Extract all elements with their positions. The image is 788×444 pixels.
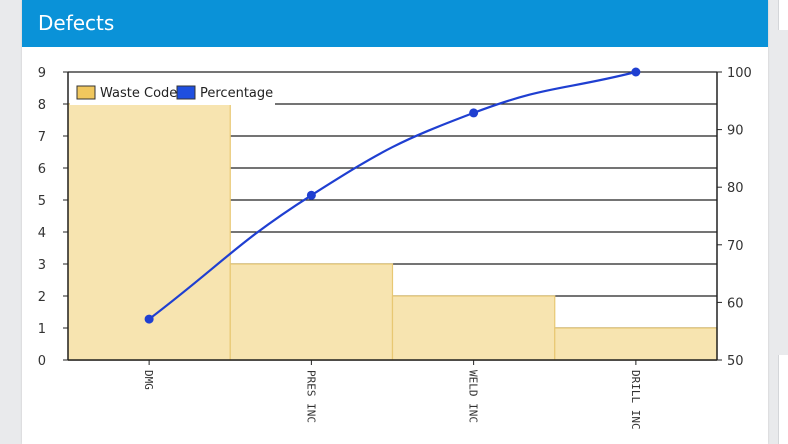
percentage-point bbox=[306, 190, 316, 200]
percentage-line-path bbox=[148, 70, 637, 320]
left-tick-label: 4 bbox=[38, 226, 46, 241]
right-tick-label: 100 bbox=[727, 66, 752, 81]
left-tick-label: 3 bbox=[38, 258, 46, 273]
category-label: DRILL INC bbox=[629, 370, 642, 430]
left-tick-label: 6 bbox=[38, 162, 46, 177]
percentage-line bbox=[144, 67, 641, 324]
panel-title: Defects bbox=[38, 11, 115, 35]
right-tick-label: 80 bbox=[727, 181, 744, 196]
category-label: DMG bbox=[142, 370, 155, 390]
bar-pres-inc bbox=[229, 263, 394, 361]
left-tick-label: 9 bbox=[38, 66, 46, 81]
category-label: PRES INC bbox=[304, 370, 317, 423]
side-panel-edge-bottom bbox=[778, 355, 788, 444]
bar-drill-inc bbox=[554, 327, 718, 361]
legend-label-percentage: Percentage bbox=[200, 86, 273, 101]
category-label: WELD INC bbox=[467, 370, 480, 423]
left-tick-label: 2 bbox=[38, 290, 46, 305]
panel-header: Defects bbox=[22, 0, 768, 47]
legend-swatch-percentage bbox=[176, 85, 196, 100]
side-panel-edge-top bbox=[778, 0, 788, 30]
right-tick-label: 70 bbox=[727, 239, 744, 254]
percentage-point bbox=[631, 67, 641, 77]
bar-weld-inc bbox=[391, 295, 556, 361]
left-tick-label: 0 bbox=[38, 354, 46, 369]
legend[interactable]: Waste Code Percentage bbox=[70, 80, 275, 105]
axes: 0 1 2 3 4 5 6 7 8 9 50 60 70 80 90 100 DMG PRES INC WELD I… bbox=[38, 66, 752, 430]
legend-swatch-waste-code bbox=[76, 85, 96, 100]
right-tick-label: 60 bbox=[727, 296, 744, 311]
bars bbox=[67, 103, 718, 361]
left-tick-label: 8 bbox=[38, 98, 46, 113]
left-tick-label: 7 bbox=[38, 130, 46, 145]
legend-label-waste-code: Waste Code bbox=[100, 86, 177, 101]
right-tick-label: 50 bbox=[727, 354, 744, 369]
legend-background bbox=[70, 80, 275, 105]
left-tick-label: 5 bbox=[38, 194, 46, 209]
right-tick-label: 90 bbox=[727, 124, 744, 139]
percentage-point bbox=[469, 108, 479, 118]
left-tick-label: 1 bbox=[38, 322, 46, 337]
percentage-point bbox=[144, 314, 154, 324]
